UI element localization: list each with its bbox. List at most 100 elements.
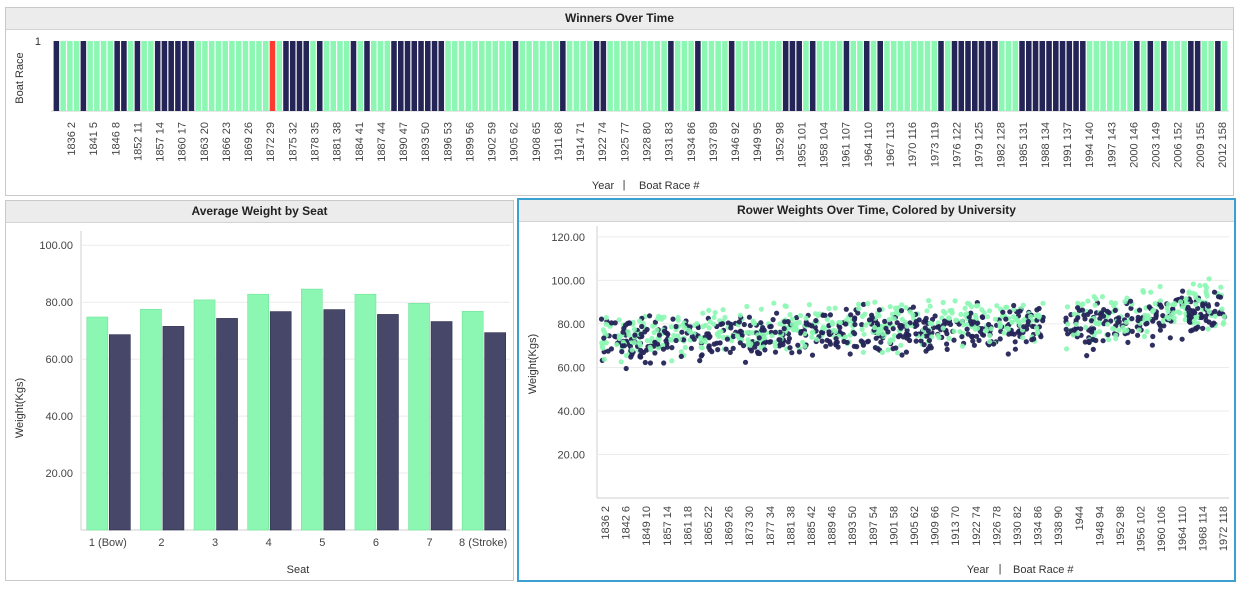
scatter-point-dark[interactable] (628, 354, 634, 360)
scatter-point-dark[interactable] (925, 328, 931, 334)
scatter-point-dark[interactable] (780, 342, 786, 348)
weight-bar-dark[interactable] (484, 332, 506, 531)
scatter-point-dark[interactable] (681, 337, 687, 343)
winner-bar[interactable] (316, 41, 323, 111)
winner-bar[interactable] (262, 41, 269, 111)
scatter-point-dark[interactable] (1025, 318, 1031, 325)
scatter-point-dark[interactable] (1034, 307, 1040, 313)
scatter-point-dark[interactable] (847, 351, 853, 357)
winner-bar[interactable] (695, 41, 701, 111)
scatter-point-dark[interactable] (809, 323, 815, 329)
winner-bar[interactable] (202, 41, 208, 111)
scatter-point-light[interactable] (859, 313, 866, 319)
winner-bar[interactable] (1134, 41, 1140, 111)
scatter-point-dark[interactable] (876, 307, 882, 313)
scatter-point-dark[interactable] (714, 340, 720, 346)
scatter-point-light[interactable] (698, 344, 704, 350)
scatter-point-dark[interactable] (678, 353, 684, 359)
winner-bar[interactable] (985, 41, 992, 111)
winner-bar[interactable] (1140, 41, 1147, 111)
weight-bar-light[interactable] (461, 311, 484, 531)
scatter-point-light[interactable] (1205, 326, 1211, 332)
scatter-point-dark[interactable] (906, 332, 912, 338)
scatter-point-dark[interactable] (639, 323, 645, 330)
scatter-point-dark[interactable] (1161, 323, 1167, 329)
scatter-point-dark[interactable] (1100, 313, 1107, 319)
scatter-point-dark[interactable] (695, 324, 701, 331)
scatter-point-dark[interactable] (1086, 338, 1092, 344)
scatter-point-dark[interactable] (883, 325, 889, 331)
scatter-point-dark[interactable] (647, 360, 653, 366)
scatter-point-dark[interactable] (875, 346, 881, 352)
scatter-point-dark[interactable] (1186, 313, 1192, 319)
scatter-point-light[interactable] (826, 305, 832, 312)
winner-bar[interactable] (94, 41, 100, 111)
scatter-point-dark[interactable] (895, 334, 902, 340)
scatter-point-light[interactable] (1070, 332, 1076, 338)
scatter-point-light[interactable] (603, 315, 609, 321)
winner-bar[interactable] (384, 41, 391, 111)
scatter-point-light[interactable] (972, 312, 978, 318)
winner-bar[interactable] (235, 41, 242, 111)
scatter-point-light[interactable] (952, 298, 958, 304)
scatter-point-dark[interactable] (818, 329, 825, 336)
winner-bar[interactable] (506, 41, 512, 111)
winner-bar[interactable] (742, 41, 748, 111)
winner-bar[interactable] (654, 41, 661, 111)
scatter-point-dark[interactable] (1063, 315, 1069, 321)
scatter-point-dark[interactable] (777, 337, 783, 343)
scatter-point-light[interactable] (711, 314, 717, 320)
scatter-point-dark[interactable] (1209, 322, 1215, 328)
scatter-point-light[interactable] (832, 305, 838, 311)
winner-bar[interactable] (411, 41, 418, 111)
scatter-point-dark[interactable] (851, 316, 857, 322)
scatter-point-dark[interactable] (664, 344, 670, 350)
scatter-point-dark[interactable] (965, 331, 971, 337)
scatter-point-light[interactable] (907, 309, 913, 315)
winner-bar[interactable] (863, 41, 870, 111)
scatter-point-dark[interactable] (926, 337, 932, 344)
winner-bar[interactable] (1208, 41, 1214, 111)
scatter-point-light[interactable] (994, 303, 1000, 309)
scatter-point-dark[interactable] (781, 326, 787, 332)
winner-bar[interactable] (587, 41, 593, 111)
winner-bar[interactable] (148, 41, 154, 111)
scatter-point-dark[interactable] (1205, 303, 1211, 309)
scatter-point-dark[interactable] (748, 348, 755, 354)
scatter-point-light[interactable] (1009, 319, 1015, 325)
scatter-point-light[interactable] (1092, 302, 1098, 308)
scatter-point-dark[interactable] (1090, 336, 1096, 343)
scatter-point-dark[interactable] (833, 336, 839, 342)
winner-bar[interactable] (999, 41, 1005, 111)
scatter-point-dark[interactable] (803, 321, 809, 327)
winner-bar[interactable] (1032, 41, 1039, 111)
scatter-point-light[interactable] (1083, 324, 1089, 330)
scatter-point-dark[interactable] (823, 343, 829, 349)
scatter-point-dark[interactable] (1011, 302, 1017, 309)
winner-bar[interactable] (749, 41, 755, 111)
scatter-point-light[interactable] (1218, 284, 1224, 290)
scatter-point-dark[interactable] (1160, 313, 1166, 319)
winner-bar[interactable] (519, 41, 526, 111)
weight-bar-light[interactable] (354, 293, 377, 531)
scatter-point-dark[interactable] (959, 334, 965, 340)
scatter-point-dark[interactable] (944, 346, 950, 352)
scatter-point-light[interactable] (895, 350, 901, 356)
winner-bar[interactable] (364, 41, 370, 111)
scatter-point-dark[interactable] (770, 317, 776, 323)
scatter-point-light[interactable] (682, 344, 688, 351)
scatter-point-light[interactable] (1097, 329, 1103, 335)
winner-bar[interactable] (452, 41, 458, 111)
scatter-point-dark[interactable] (1081, 312, 1087, 318)
scatter-point-light[interactable] (745, 337, 751, 343)
scatter-point-dark[interactable] (647, 313, 653, 319)
winner-bar[interactable] (377, 41, 384, 111)
scatter-point-light[interactable] (893, 309, 900, 315)
winner-bar[interactable] (1215, 41, 1221, 111)
scatter-point-light[interactable] (986, 339, 993, 345)
winner-bar[interactable] (884, 41, 890, 111)
scatter-point-light[interactable] (1065, 321, 1071, 327)
scatter-point-dark[interactable] (1214, 301, 1220, 307)
scatter-point-light[interactable] (707, 319, 713, 325)
winner-bar[interactable] (1154, 41, 1160, 111)
